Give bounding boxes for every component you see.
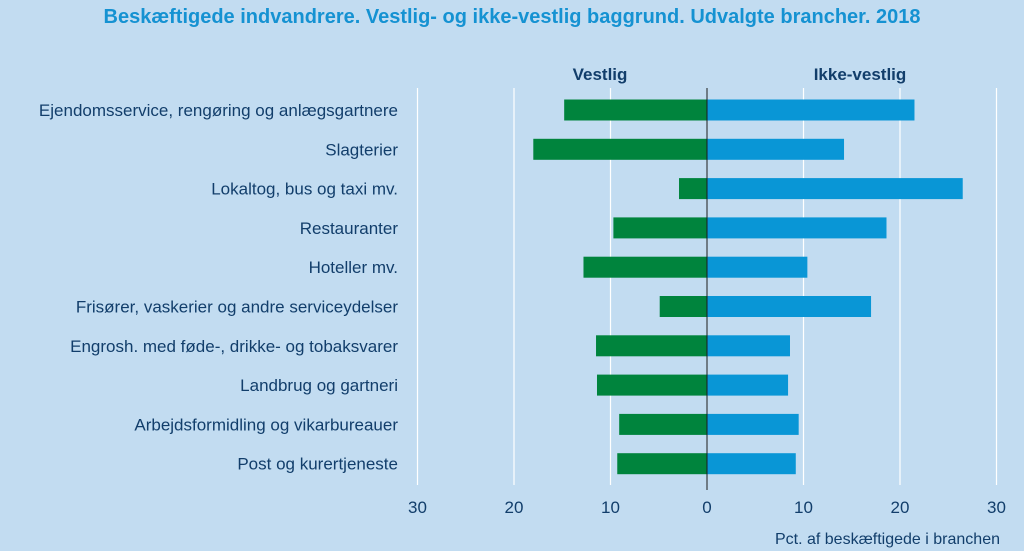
x-tick-label: 20 [505, 498, 524, 517]
bar-ikke-vestlig [707, 413, 799, 435]
category-label: Lokaltog, bus og taxi mv. [211, 180, 398, 199]
x-tick-label: 10 [601, 498, 620, 517]
right-series-header: Ikke-vestlig [814, 65, 907, 84]
bar-ikke-vestlig [707, 335, 790, 357]
category-label: Landbrug og gartneri [240, 376, 398, 395]
x-tick-label: 0 [702, 498, 711, 517]
x-tick-label: 20 [891, 498, 910, 517]
bar-ikke-vestlig [707, 296, 872, 317]
bar-ikke-vestlig [707, 138, 845, 160]
bar-vestlig [583, 256, 707, 278]
bar-ikke-vestlig [707, 374, 789, 396]
bar-ikke-vestlig [707, 217, 887, 239]
category-label: Hoteller mv. [309, 258, 398, 277]
bar-vestlig [596, 335, 707, 357]
bar-vestlig [596, 374, 707, 396]
category-label: Restauranter [300, 219, 399, 238]
x-tick-labels: 30 20 10 0 10 20 30 [408, 498, 1006, 517]
x-tick-label: 30 [987, 498, 1006, 517]
left-series-header: Vestlig [573, 65, 628, 84]
bar-ikke-vestlig [707, 453, 796, 475]
bar-vestlig [679, 178, 707, 200]
bar-vestlig [533, 138, 707, 160]
bar-vestlig [564, 99, 707, 121]
bars [533, 99, 963, 475]
bar-vestlig [617, 453, 707, 475]
category-label: Frisører, vaskerier og andre serviceydel… [76, 298, 399, 317]
gridlines [416, 88, 998, 485]
category-label: Arbejdsformidling og vikarbureauer [134, 415, 398, 434]
x-tick-label: 30 [408, 498, 427, 517]
bar-ikke-vestlig [707, 99, 915, 121]
x-tick-label: 10 [794, 498, 813, 517]
category-label: Engrosh. med føde-, drikke- og tobaksvar… [70, 337, 398, 356]
category-label: Slagterier [325, 140, 398, 159]
bar-vestlig [659, 296, 707, 317]
bar-ikke-vestlig [707, 256, 808, 278]
bar-vestlig [613, 217, 707, 239]
bar-ikke-vestlig [707, 178, 963, 200]
category-labels: Ejendomsservice, rengøring og anlægsgart… [39, 101, 398, 474]
bar-vestlig [619, 413, 707, 435]
x-axis-label: Pct. af beskæftigede i branchen [775, 531, 1000, 548]
category-label: Post og kurertjeneste [237, 455, 398, 474]
category-label: Ejendomsservice, rengøring og anlægsgart… [39, 101, 398, 120]
chart-title: Beskæftigede indvandrere. Vestlig- og ik… [103, 6, 921, 28]
